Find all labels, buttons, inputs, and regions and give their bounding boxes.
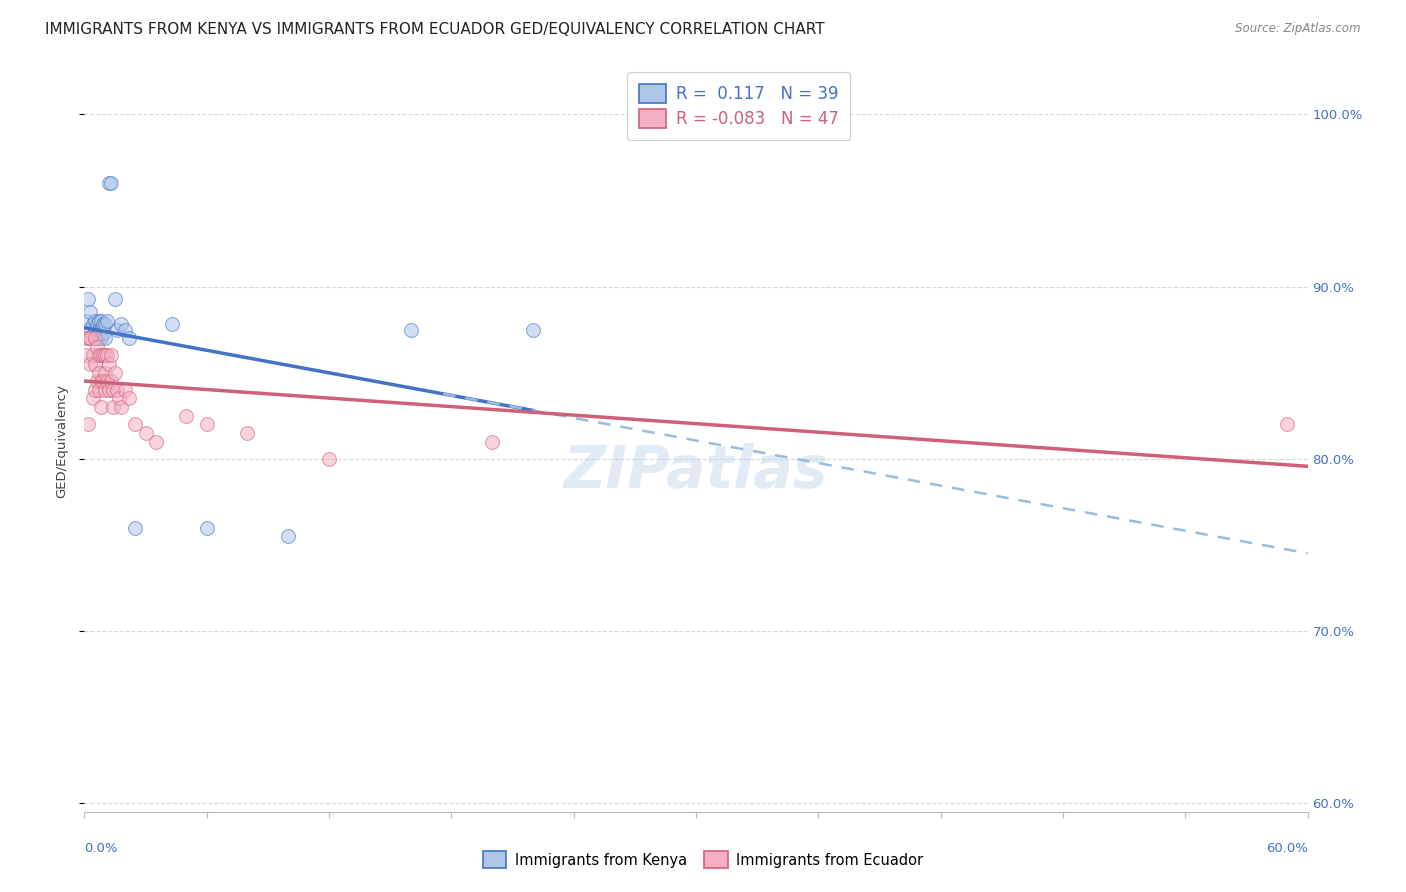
Text: IMMIGRANTS FROM KENYA VS IMMIGRANTS FROM ECUADOR GED/EQUIVALENCY CORRELATION CHA: IMMIGRANTS FROM KENYA VS IMMIGRANTS FROM… — [45, 22, 824, 37]
Point — [87, 326, 110, 340]
Point — [79, 305, 101, 319]
Text: Source: ZipAtlas.com: Source: ZipAtlas.com — [1236, 22, 1361, 36]
Point — [1277, 417, 1299, 432]
Point — [97, 357, 120, 371]
Point — [77, 292, 100, 306]
Point — [86, 374, 108, 388]
Text: ZIPatlas: ZIPatlas — [564, 442, 828, 500]
Point — [97, 383, 120, 397]
Text: 0.0%: 0.0% — [84, 842, 118, 855]
Point — [96, 348, 118, 362]
Point — [195, 417, 218, 432]
Point — [100, 176, 122, 190]
Point — [87, 366, 110, 380]
Point — [100, 348, 122, 362]
Point — [114, 383, 136, 397]
Point — [108, 392, 131, 406]
Legend: R =  0.117   N = 39, R = -0.083   N = 47: R = 0.117 N = 39, R = -0.083 N = 47 — [627, 72, 851, 140]
Point — [75, 348, 97, 362]
Point — [96, 314, 118, 328]
Point — [93, 348, 115, 362]
Text: 60.0%: 60.0% — [1265, 842, 1308, 855]
Y-axis label: GED/Equivalency: GED/Equivalency — [55, 384, 69, 499]
Point — [87, 383, 110, 397]
Point — [87, 348, 110, 362]
Point — [86, 340, 108, 354]
Point — [93, 366, 115, 380]
Point — [114, 323, 136, 337]
Point — [75, 314, 97, 328]
Point — [93, 383, 115, 397]
Point — [97, 176, 120, 190]
Point — [93, 318, 115, 332]
Point — [90, 400, 112, 414]
Point — [79, 357, 101, 371]
Point — [104, 292, 127, 306]
Point — [91, 318, 114, 332]
Point — [236, 425, 259, 440]
Point — [82, 348, 104, 362]
Point — [90, 374, 112, 388]
Point — [79, 331, 101, 345]
Point — [75, 331, 97, 345]
Point — [160, 318, 183, 332]
Point — [83, 314, 105, 328]
Point — [93, 331, 115, 345]
Point — [91, 326, 114, 340]
Point — [87, 323, 110, 337]
Point — [77, 331, 100, 345]
Point — [174, 409, 197, 423]
Point — [91, 348, 114, 362]
Point — [481, 434, 503, 449]
Point — [100, 374, 122, 388]
Point — [101, 400, 124, 414]
Point — [96, 374, 118, 388]
Point — [110, 318, 132, 332]
Point — [135, 425, 157, 440]
Point — [77, 417, 100, 432]
Point — [399, 323, 422, 337]
Point — [83, 323, 105, 337]
Legend: Immigrants from Kenya, Immigrants from Ecuador: Immigrants from Kenya, Immigrants from E… — [477, 846, 929, 874]
Point — [86, 331, 108, 345]
Point — [83, 383, 105, 397]
Point — [83, 331, 105, 345]
Point — [145, 434, 167, 449]
Point — [79, 331, 101, 345]
Point — [91, 348, 114, 362]
Point — [86, 318, 108, 332]
Point — [90, 331, 112, 345]
Point — [77, 323, 100, 337]
Point — [82, 392, 104, 406]
Point — [124, 417, 146, 432]
Point — [90, 348, 112, 362]
Point — [195, 521, 218, 535]
Point — [91, 374, 114, 388]
Point — [82, 327, 104, 342]
Point — [83, 331, 105, 345]
Point — [110, 400, 132, 414]
Point — [522, 323, 544, 337]
Point — [87, 331, 110, 345]
Point — [83, 357, 105, 371]
Point — [318, 451, 340, 466]
Point — [277, 529, 299, 543]
Point — [90, 314, 112, 328]
Point — [118, 392, 141, 406]
Point — [105, 383, 128, 397]
Point — [90, 323, 112, 337]
Point — [118, 331, 141, 345]
Point — [104, 366, 127, 380]
Point — [82, 318, 104, 332]
Point — [124, 521, 146, 535]
Point — [86, 326, 108, 340]
Point — [101, 383, 124, 397]
Point — [105, 323, 128, 337]
Point — [87, 314, 110, 328]
